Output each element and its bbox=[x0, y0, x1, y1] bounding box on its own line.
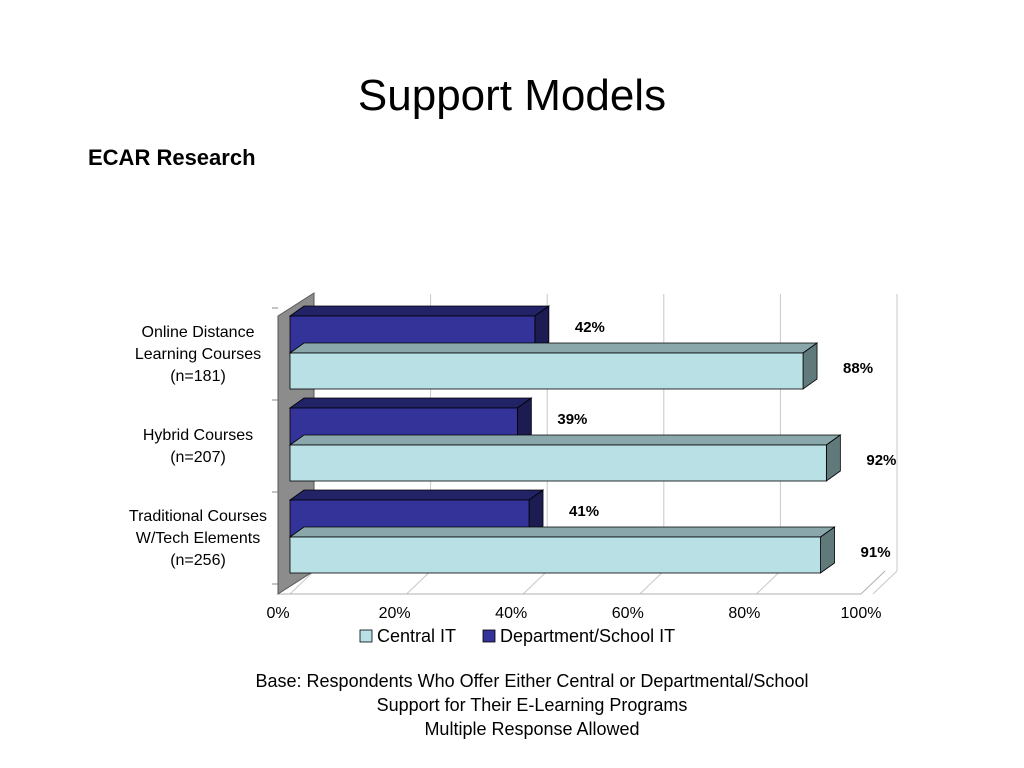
floor-edge bbox=[278, 570, 886, 595]
x-tick-label: 80% bbox=[728, 605, 760, 622]
floor-gridline bbox=[639, 570, 665, 595]
data-label: 92% bbox=[866, 452, 896, 469]
floor-gridline bbox=[756, 570, 781, 595]
category-label: Traditional Courses bbox=[129, 508, 267, 525]
bar-top-face bbox=[288, 305, 551, 317]
footnote: Base: Respondents Who Offer Either Centr… bbox=[0, 669, 1024, 741]
bar-top-face bbox=[288, 526, 836, 538]
slide-title: Support Models bbox=[357, 71, 667, 120]
floor-gridline bbox=[872, 570, 898, 595]
x-tick-label: 20% bbox=[379, 605, 411, 622]
data-label: 41% bbox=[569, 503, 599, 520]
bar-top-face bbox=[288, 342, 819, 354]
legend-swatch bbox=[482, 629, 496, 643]
category-label: (n=207) bbox=[170, 449, 226, 466]
legend-entry: Central IT bbox=[377, 626, 456, 646]
category-label: Hybrid Courses bbox=[143, 427, 253, 444]
legend-swatch bbox=[359, 629, 373, 643]
data-label: 39% bbox=[557, 411, 587, 428]
footnote-line: Support for Their E-Learning Programs bbox=[376, 695, 688, 715]
floor-gridline bbox=[522, 570, 548, 595]
bar-central-it bbox=[289, 352, 804, 390]
data-label: 91% bbox=[861, 544, 891, 561]
footnote-line: Multiple Response Allowed bbox=[424, 719, 640, 739]
category-label: (n=256) bbox=[170, 552, 226, 569]
data-label: 42% bbox=[575, 319, 605, 336]
legend-entry: Department/School IT bbox=[500, 626, 675, 646]
bar-central-it bbox=[289, 536, 821, 574]
bar-top-face bbox=[288, 434, 842, 446]
x-tick-label: 60% bbox=[612, 605, 644, 622]
floor-gridline bbox=[289, 570, 315, 595]
category-label: W/Tech Elements bbox=[136, 530, 260, 547]
x-tick-label: 0% bbox=[266, 605, 289, 622]
x-tick-label: 40% bbox=[495, 605, 527, 622]
data-label: 88% bbox=[843, 360, 873, 377]
category-label: Online Distance bbox=[142, 324, 255, 341]
x-tick-label: 100% bbox=[841, 605, 882, 622]
bar-top-face bbox=[288, 397, 533, 409]
slide-subtitle: ECAR Research bbox=[88, 145, 256, 170]
category-label: Learning Courses bbox=[135, 346, 261, 363]
footnote-line: Base: Respondents Who Offer Either Centr… bbox=[255, 671, 809, 691]
bar-central-it bbox=[289, 444, 827, 482]
bar-top-face bbox=[288, 489, 545, 501]
category-label: (n=181) bbox=[170, 368, 226, 385]
floor-gridline bbox=[406, 570, 431, 595]
